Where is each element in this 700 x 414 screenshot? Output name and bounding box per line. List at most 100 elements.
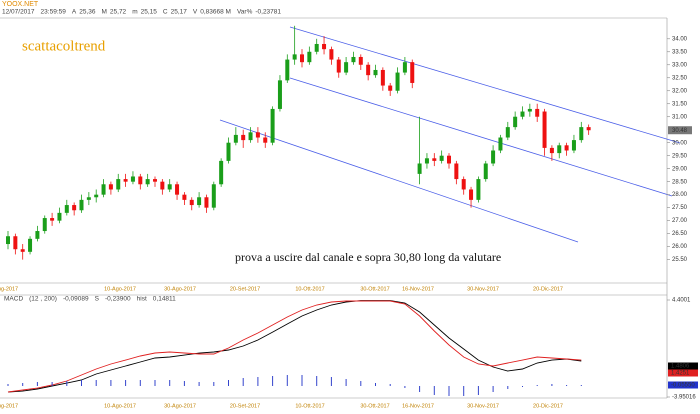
- candle-body: [263, 137, 268, 143]
- candle-body: [366, 64, 371, 76]
- candle-body: [189, 199, 194, 206]
- y-tick-label: 4.4001: [672, 298, 691, 304]
- x-tick-label: 30-Nov-2017: [467, 403, 499, 409]
- candle-body: [79, 199, 84, 211]
- last-price-box: [668, 126, 692, 135]
- header-text: A: [72, 9, 77, 16]
- symbol: YOOX.NET: [2, 1, 39, 8]
- candle-body: [314, 43, 319, 52]
- x-tick-label: 6-Lug-2017: [0, 286, 18, 292]
- candle-body: [571, 140, 576, 151]
- candle-body: [336, 59, 341, 73]
- candle-body: [94, 194, 99, 198]
- annotation: scattacoltrend: [22, 38, 106, 54]
- header-text: M: [101, 9, 106, 16]
- y-tick-label: 33.50: [672, 49, 688, 55]
- candle-body: [542, 111, 547, 148]
- candle-body: [447, 155, 451, 164]
- x-tick-label: 16-Nov-2017: [402, 286, 434, 292]
- y-tick-label: 26.50: [672, 231, 688, 237]
- header-text: 23:59:59: [41, 9, 67, 16]
- channel-line: [289, 77, 673, 197]
- y-tick-label: 28.00: [672, 192, 688, 198]
- x-tick-label: 10-Ott-2017: [295, 403, 324, 409]
- header-text: 12/07/2017: [2, 9, 35, 16]
- candle-body: [351, 56, 356, 63]
- y-tick-label: 26.00: [672, 244, 688, 250]
- candle-body: [145, 179, 150, 185]
- candle-body: [138, 176, 143, 185]
- y-tick-label: 31.50: [672, 101, 688, 107]
- candle-body: [248, 132, 253, 141]
- candle-body: [175, 184, 180, 195]
- candle-body: [86, 197, 91, 200]
- x-tick-label: 20-Set-2017: [230, 403, 260, 409]
- candle-body: [520, 111, 525, 117]
- x-tick-label: 10-Ott-2017: [295, 286, 324, 292]
- header-text: m: [132, 9, 137, 16]
- y-tick-label: -3.95016: [672, 395, 696, 401]
- x-tick-label: 10-Ago-2017: [104, 286, 136, 292]
- candle-body: [307, 51, 312, 63]
- end-label: -0.05550: [671, 383, 695, 389]
- x-tick-label: 30-Ott-2017: [360, 403, 389, 409]
- candle-body: [35, 231, 40, 239]
- macd-legend: -0,23900: [105, 296, 131, 303]
- macd-legend: hist: [137, 296, 147, 303]
- candle-body: [197, 197, 202, 206]
- y-tick-label: 30.00: [672, 140, 688, 146]
- candle-body: [292, 54, 297, 60]
- end-label-box: [668, 362, 698, 370]
- candle-body: [527, 108, 532, 112]
- candle-body: [6, 236, 10, 245]
- channel-line: [289, 26, 681, 144]
- candle-body: [219, 160, 224, 185]
- candle-body: [491, 150, 496, 164]
- x-tick-label: 20-Set-2017: [230, 286, 260, 292]
- header-text: V: [193, 9, 198, 16]
- candle-body: [586, 127, 591, 131]
- candle-body: [270, 108, 275, 143]
- y-tick-label: 32.00: [672, 88, 688, 94]
- macd-legend: (12 , 200): [29, 296, 57, 303]
- candle-body: [204, 197, 209, 208]
- annotation: prova a uscire dal canale e sopra 30,80 …: [235, 250, 501, 264]
- y-tick-label: 31.00: [672, 114, 688, 120]
- x-tick-label: 30-Ago-2017: [164, 286, 196, 292]
- candle-body: [20, 249, 25, 252]
- candle-body: [380, 69, 385, 86]
- y-tick-label: 28.50: [672, 179, 688, 185]
- candle-body: [388, 85, 393, 91]
- end-label: 1.4806: [671, 364, 690, 370]
- x-tick-label: 16-Nov-2017: [402, 403, 434, 409]
- candle-body: [50, 218, 55, 221]
- candle-body: [167, 184, 172, 190]
- candle-body: [101, 184, 106, 195]
- candle-body: [424, 158, 429, 164]
- candle-body: [454, 163, 459, 180]
- header-text: Var%: [237, 9, 253, 16]
- macd-line: [7, 300, 582, 393]
- y-tick-label: 25.50: [672, 257, 688, 263]
- y-tick-label: 29.50: [672, 153, 688, 159]
- candle-body: [410, 62, 415, 83]
- header-text: C: [163, 9, 168, 16]
- candle-body: [549, 147, 554, 154]
- candle-body: [461, 179, 466, 190]
- candle-body: [42, 218, 47, 232]
- x-tick-label: 30-Ago-2017: [164, 403, 196, 409]
- header-text: 25,17: [171, 9, 188, 16]
- header-text: -0,23781: [255, 9, 281, 16]
- candle-body: [160, 181, 165, 190]
- x-tick-label: 20-Dic-2017: [533, 403, 563, 409]
- candle-body: [182, 194, 187, 200]
- header-text: 25,72: [110, 9, 127, 16]
- end-label: 1.4251: [671, 371, 690, 377]
- end-label-box: [668, 369, 698, 377]
- candle-body: [417, 163, 422, 174]
- macd-line: [7, 300, 582, 393]
- candle-body: [13, 236, 18, 250]
- macd-legend: 0,14811: [153, 296, 176, 303]
